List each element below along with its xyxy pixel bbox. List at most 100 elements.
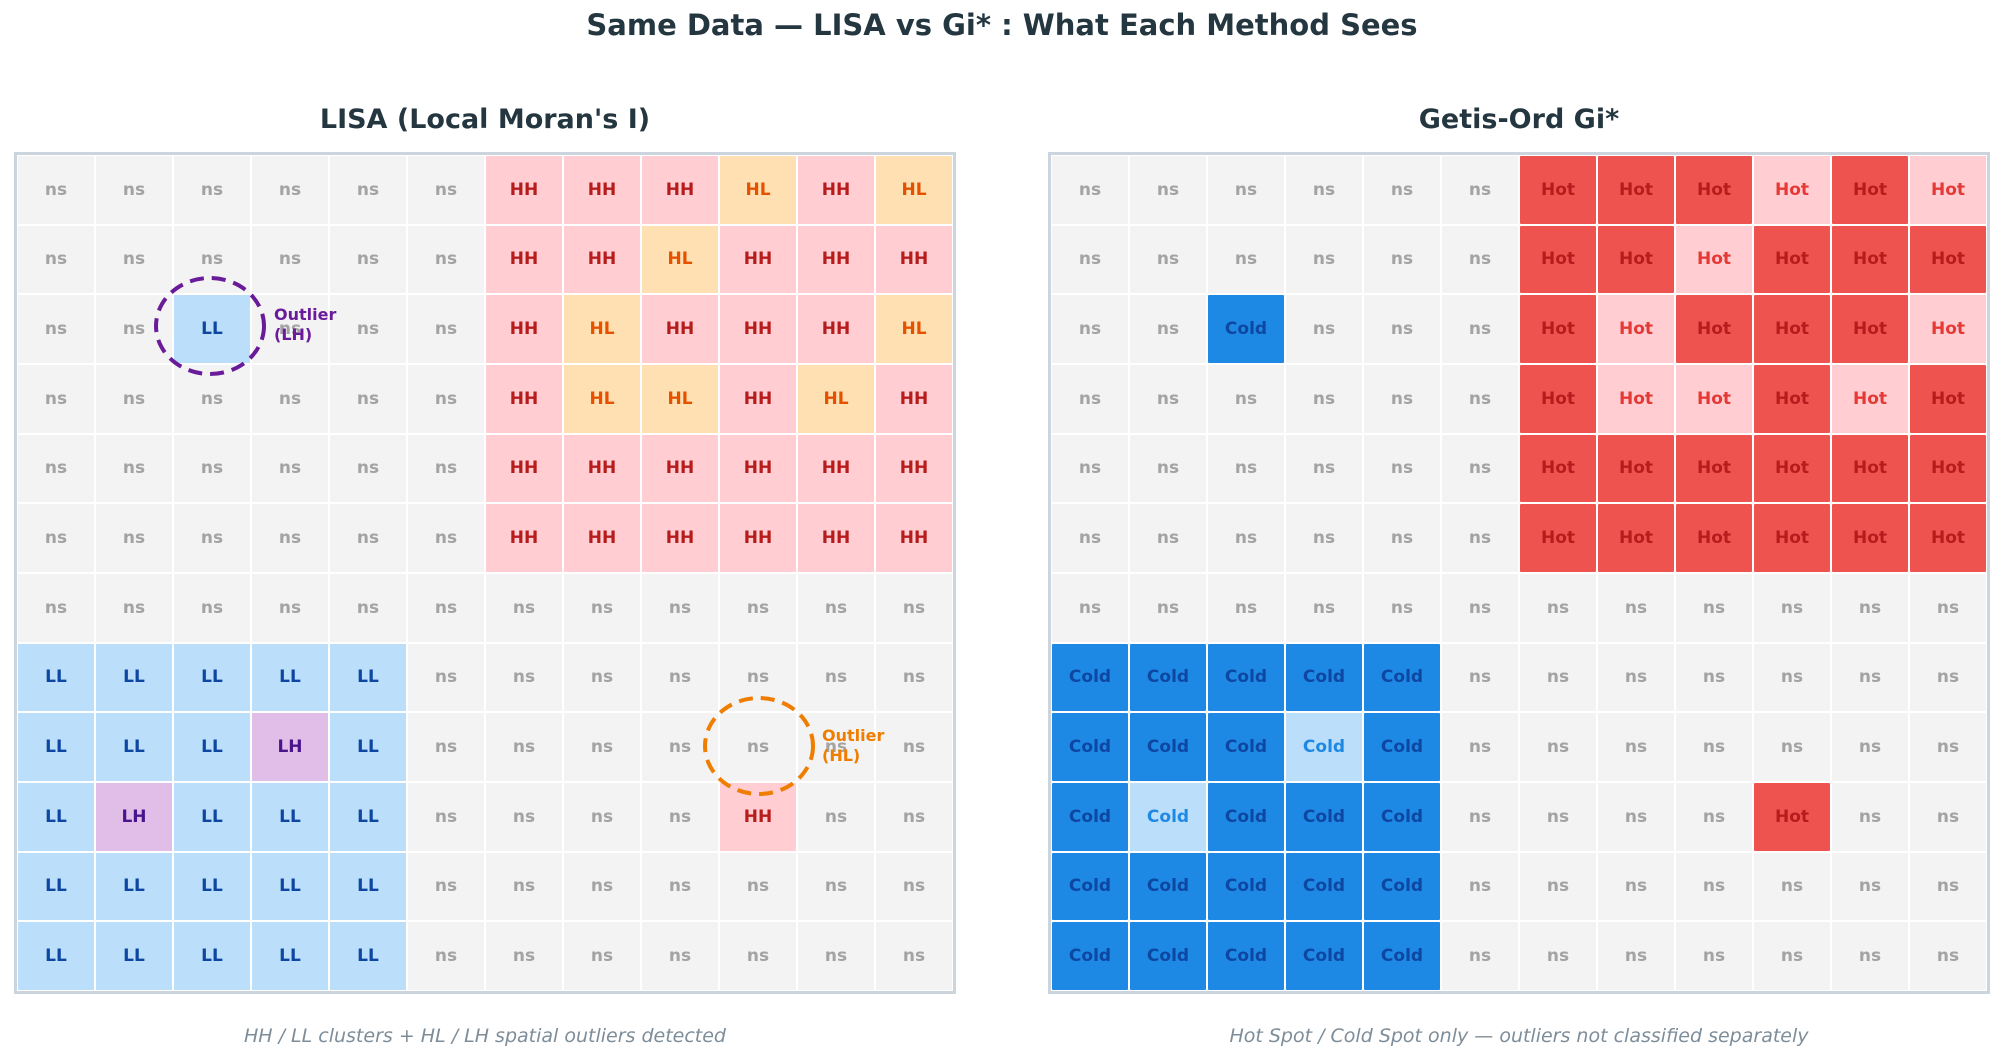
gi-cell-r0-c8: Hot: [1675, 155, 1753, 225]
lisa-cell-r11-c2: LL: [173, 921, 251, 991]
gi-cell-r2-c2: Cold: [1207, 294, 1285, 364]
gi-cell-r5-c10: Hot: [1831, 503, 1909, 573]
gi-cell-r8-c6: ns: [1519, 712, 1597, 782]
lisa-cell-r6-c1: ns: [95, 573, 173, 643]
gi-cell-r11-c7: ns: [1597, 921, 1675, 991]
gi-cell-r7-c1: Cold: [1129, 642, 1207, 713]
gi-cell-r1-c0: ns: [1051, 224, 1129, 295]
lisa-cell-r6-c8: ns: [641, 573, 719, 643]
lisa-cell-r9-c3: LL: [251, 782, 329, 852]
gi-cell-r3-c2: ns: [1207, 364, 1285, 434]
lisa-cell-r4-c9: HH: [719, 433, 797, 504]
gi-cell-r2-c0: ns: [1051, 294, 1129, 364]
gi-cell-r9-c4: Cold: [1363, 782, 1441, 852]
lisa-cell-r8-c0: LL: [17, 712, 95, 782]
figure-title: Same Data — LISA vs Gi* : What Each Meth…: [586, 8, 1418, 42]
gi-cell-r0-c6: Hot: [1519, 155, 1597, 225]
lisa-cell-r7-c3: LL: [251, 642, 329, 713]
lisa-cell-r11-c0: LL: [17, 921, 95, 991]
gi-cell-r4-c3: ns: [1285, 433, 1363, 504]
lisa-cell-r9-c5: ns: [407, 782, 485, 852]
gi-cell-r9-c10: ns: [1831, 782, 1909, 852]
lisa-cell-r10-c11: ns: [875, 851, 953, 922]
lisa-cell-r0-c1: ns: [95, 155, 173, 225]
lisa-cell-r8-c6: ns: [485, 712, 563, 782]
gi-cell-r11-c8: ns: [1675, 921, 1753, 991]
lisa-cell-r2-c8: HH: [641, 294, 719, 364]
lisa-cell-r9-c8: ns: [641, 782, 719, 852]
lisa-cell-r7-c2: LL: [173, 642, 251, 713]
lisa-cell-r3-c10: HL: [797, 364, 875, 434]
gi-cell-r5-c5: ns: [1441, 503, 1519, 573]
gi-cell-r6-c9: ns: [1753, 573, 1831, 643]
lisa-cell-r0-c2: ns: [173, 155, 251, 225]
gi-cell-r5-c1: ns: [1129, 503, 1207, 573]
gi-cell-r6-c10: ns: [1831, 573, 1909, 643]
gi-cell-r6-c4: ns: [1363, 573, 1441, 643]
lisa-cell-r4-c2: ns: [173, 433, 251, 504]
lisa-cell-r1-c1: ns: [95, 224, 173, 295]
gi-cell-r9-c1: Cold: [1129, 782, 1207, 852]
lisa-cell-r2-c5: ns: [407, 294, 485, 364]
gi-cell-r0-c3: ns: [1285, 155, 1363, 225]
lisa-cell-r11-c11: ns: [875, 921, 953, 991]
lisa-cell-r6-c9: ns: [719, 573, 797, 643]
lisa-cell-r6-c11: ns: [875, 573, 953, 643]
lisa-cell-r3-c3: ns: [251, 364, 329, 434]
lisa-cell-r7-c7: ns: [563, 642, 641, 713]
lisa-cell-r9-c2: LL: [173, 782, 251, 852]
lisa-cell-r0-c0: ns: [17, 155, 95, 225]
gi-cell-r8-c4: Cold: [1363, 712, 1441, 782]
lisa-caption: HH / LL clusters + HL / LH spatial outli…: [244, 1025, 726, 1047]
gi-cell-r10-c4: Cold: [1363, 851, 1441, 922]
gi-cell-r11-c1: Cold: [1129, 921, 1207, 991]
lisa-cell-r2-c0: ns: [17, 294, 95, 364]
lisa-cell-r0-c4: ns: [329, 155, 407, 225]
gi-cell-r3-c6: Hot: [1519, 364, 1597, 434]
gi-cell-r6-c2: ns: [1207, 573, 1285, 643]
lisa-cell-r3-c5: ns: [407, 364, 485, 434]
gi-cell-r5-c8: Hot: [1675, 503, 1753, 573]
lisa-cell-r5-c5: ns: [407, 503, 485, 573]
lisa-cell-r10-c9: ns: [719, 851, 797, 922]
outlier-lh-label-line1: Outlier: [274, 305, 337, 324]
outlier-hl-label: Outlier (HL): [822, 726, 884, 766]
gi-cell-r6-c7: ns: [1597, 573, 1675, 643]
lisa-cell-r1-c5: ns: [407, 224, 485, 295]
lisa-cell-r4-c11: HH: [875, 433, 953, 504]
lisa-cell-r10-c0: LL: [17, 851, 95, 922]
gi-cell-r4-c2: ns: [1207, 433, 1285, 504]
lisa-cell-r3-c4: ns: [329, 364, 407, 434]
lisa-cell-r9-c0: LL: [17, 782, 95, 852]
gi-cell-r3-c11: Hot: [1909, 364, 1987, 434]
lisa-cell-r2-c4: ns: [329, 294, 407, 364]
lisa-cell-r11-c10: ns: [797, 921, 875, 991]
lisa-cell-r2-c9: HH: [719, 294, 797, 364]
lisa-cell-r7-c10: ns: [797, 642, 875, 713]
lisa-cell-r9-c1: LH: [95, 782, 173, 852]
gi-cell-r10-c2: Cold: [1207, 851, 1285, 922]
lisa-cell-r3-c9: HH: [719, 364, 797, 434]
lisa-cell-r1-c2: ns: [173, 224, 251, 295]
gi-cell-r10-c11: ns: [1909, 851, 1987, 922]
lisa-cell-r2-c1: ns: [95, 294, 173, 364]
gi-cell-r2-c4: ns: [1363, 294, 1441, 364]
gi-cell-r11-c3: Cold: [1285, 921, 1363, 991]
lisa-cell-r8-c3: LH: [251, 712, 329, 782]
lisa-cell-r1-c3: ns: [251, 224, 329, 295]
gi-cell-r9-c3: Cold: [1285, 782, 1363, 852]
lisa-cell-r2-c2: LL: [173, 294, 251, 364]
gi-cell-r11-c6: ns: [1519, 921, 1597, 991]
gi-caption: Hot Spot / Cold Spot only — outliers not…: [1229, 1025, 1809, 1047]
gi-cell-r9-c6: ns: [1519, 782, 1597, 852]
lisa-cell-r6-c10: ns: [797, 573, 875, 643]
lisa-cell-r9-c4: LL: [329, 782, 407, 852]
lisa-cell-r4-c7: HH: [563, 433, 641, 504]
gi-cell-r8-c10: ns: [1831, 712, 1909, 782]
lisa-cell-r0-c10: HH: [797, 155, 875, 225]
lisa-cell-r2-c11: HL: [875, 294, 953, 364]
gi-cell-r3-c4: ns: [1363, 364, 1441, 434]
gi-cell-r6-c1: ns: [1129, 573, 1207, 643]
lisa-cell-r0-c6: HH: [485, 155, 563, 225]
gi-cell-r6-c6: ns: [1519, 573, 1597, 643]
